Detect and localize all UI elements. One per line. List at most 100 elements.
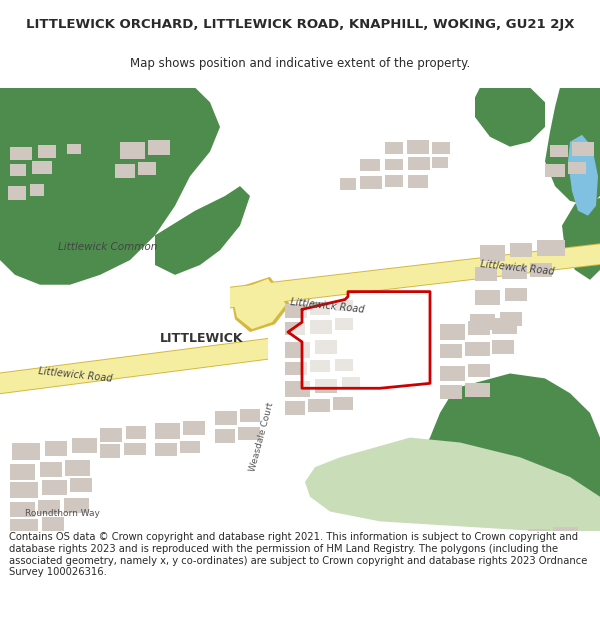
Bar (45, 441, 67, 456)
Text: Littlewick Road: Littlewick Road (480, 259, 555, 277)
Bar (42, 518, 64, 531)
Bar (308, 399, 330, 412)
Bar (310, 302, 330, 315)
Bar (530, 263, 552, 277)
Bar (550, 145, 568, 156)
Bar (72, 438, 97, 453)
Polygon shape (562, 198, 600, 280)
Bar (500, 312, 522, 326)
Bar (408, 156, 430, 171)
Bar (285, 342, 310, 357)
Text: Contains OS data © Crown copyright and database right 2021. This information is : Contains OS data © Crown copyright and d… (9, 532, 587, 578)
Bar (70, 478, 92, 492)
Polygon shape (230, 244, 600, 308)
Bar (432, 156, 448, 168)
Polygon shape (234, 279, 286, 329)
Text: Littlewick Road: Littlewick Road (38, 366, 113, 383)
Bar (155, 442, 177, 456)
Bar (440, 385, 462, 399)
Bar (285, 401, 305, 415)
Bar (67, 144, 81, 154)
Bar (124, 442, 146, 456)
Bar (550, 547, 572, 561)
Bar (30, 184, 44, 196)
Bar (310, 320, 332, 334)
Bar (10, 164, 26, 176)
Bar (38, 145, 56, 158)
Bar (120, 142, 145, 159)
Bar (385, 175, 403, 187)
Bar (470, 314, 495, 330)
Bar (12, 442, 40, 460)
Polygon shape (545, 88, 600, 206)
Bar (285, 304, 307, 318)
Bar (407, 140, 429, 154)
Bar (65, 460, 90, 476)
Bar (42, 480, 67, 495)
Bar (315, 379, 337, 393)
Bar (440, 344, 462, 357)
Bar (180, 441, 200, 453)
Bar (360, 159, 380, 171)
Bar (385, 142, 403, 154)
Text: LITTLEWICK: LITTLEWICK (160, 332, 244, 345)
Bar (568, 162, 586, 174)
Bar (285, 362, 307, 376)
Bar (468, 364, 490, 378)
Bar (285, 381, 310, 397)
Polygon shape (415, 374, 600, 531)
Polygon shape (568, 135, 598, 216)
Bar (310, 359, 330, 372)
Bar (480, 245, 505, 261)
Bar (475, 289, 500, 306)
Text: Roundthorn Way: Roundthorn Way (25, 509, 100, 519)
Bar (285, 322, 305, 335)
Bar (528, 529, 550, 544)
Bar (408, 175, 428, 188)
Bar (10, 147, 32, 161)
Bar (500, 531, 525, 547)
Bar (155, 422, 180, 439)
Bar (100, 428, 122, 441)
Text: Littlewick Road: Littlewick Road (290, 297, 365, 314)
Text: LITTLEWICK ORCHARD, LITTLEWICK ROAD, KNAPHILL, WOKING, GU21 2JX: LITTLEWICK ORCHARD, LITTLEWICK ROAD, KNA… (26, 18, 574, 31)
Bar (126, 426, 146, 439)
Bar (100, 444, 120, 458)
Bar (492, 340, 514, 354)
Bar (8, 186, 26, 200)
Polygon shape (0, 88, 220, 285)
Bar (10, 502, 35, 518)
Bar (183, 421, 205, 434)
Bar (440, 366, 465, 381)
Bar (342, 378, 360, 389)
Bar (10, 464, 35, 480)
Bar (505, 288, 527, 301)
Polygon shape (155, 186, 250, 275)
Bar (64, 498, 89, 512)
Bar (10, 482, 38, 498)
Bar (475, 267, 497, 281)
Bar (32, 161, 52, 174)
Bar (240, 409, 260, 422)
Bar (333, 397, 353, 410)
Polygon shape (0, 339, 268, 393)
Bar (465, 383, 490, 397)
Polygon shape (288, 292, 430, 388)
Bar (10, 519, 38, 533)
Bar (335, 359, 353, 371)
Bar (138, 162, 156, 175)
Text: Littlewick Common: Littlewick Common (58, 242, 157, 252)
Polygon shape (0, 338, 268, 394)
Bar (385, 159, 403, 171)
Bar (215, 429, 235, 442)
Bar (468, 321, 490, 335)
Bar (148, 140, 170, 154)
Bar (553, 528, 578, 543)
Bar (238, 427, 260, 439)
Bar (572, 142, 594, 156)
Bar (360, 176, 382, 189)
Bar (340, 178, 356, 190)
Bar (315, 340, 337, 354)
Bar (40, 462, 62, 477)
Bar (38, 500, 60, 514)
